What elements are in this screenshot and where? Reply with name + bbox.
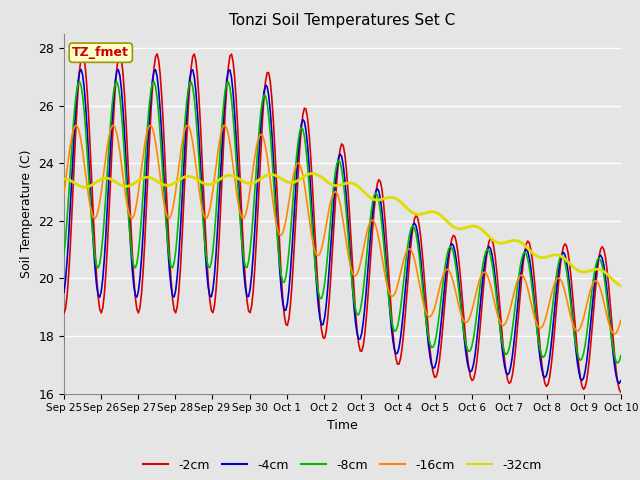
Text: TZ_fmet: TZ_fmet [72, 46, 129, 59]
Legend: -2cm, -4cm, -8cm, -16cm, -32cm: -2cm, -4cm, -8cm, -16cm, -32cm [138, 454, 547, 477]
Y-axis label: Soil Temperature (C): Soil Temperature (C) [20, 149, 33, 278]
Title: Tonzi Soil Temperatures Set C: Tonzi Soil Temperatures Set C [229, 13, 456, 28]
X-axis label: Time: Time [327, 419, 358, 432]
